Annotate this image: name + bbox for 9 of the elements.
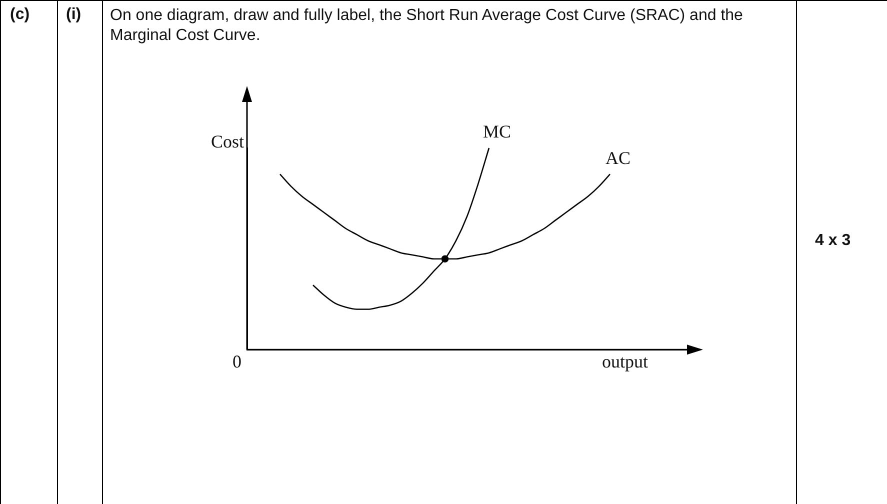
text: (c) xyxy=(10,6,30,24)
series-label: MC xyxy=(482,122,512,142)
y-axis-title: Cost xyxy=(210,132,244,152)
series-label: AC xyxy=(605,148,631,168)
text: 0 xyxy=(232,351,242,372)
chart-title: On one diagram, draw and fully label, the Short Run Average Cost Curve (SRAC) and the Marginal Cost Curve. xyxy=(110,6,744,46)
text: 4 x 3 xyxy=(815,232,851,250)
text: (i) xyxy=(66,6,82,24)
x-axis-title: output xyxy=(602,351,648,372)
